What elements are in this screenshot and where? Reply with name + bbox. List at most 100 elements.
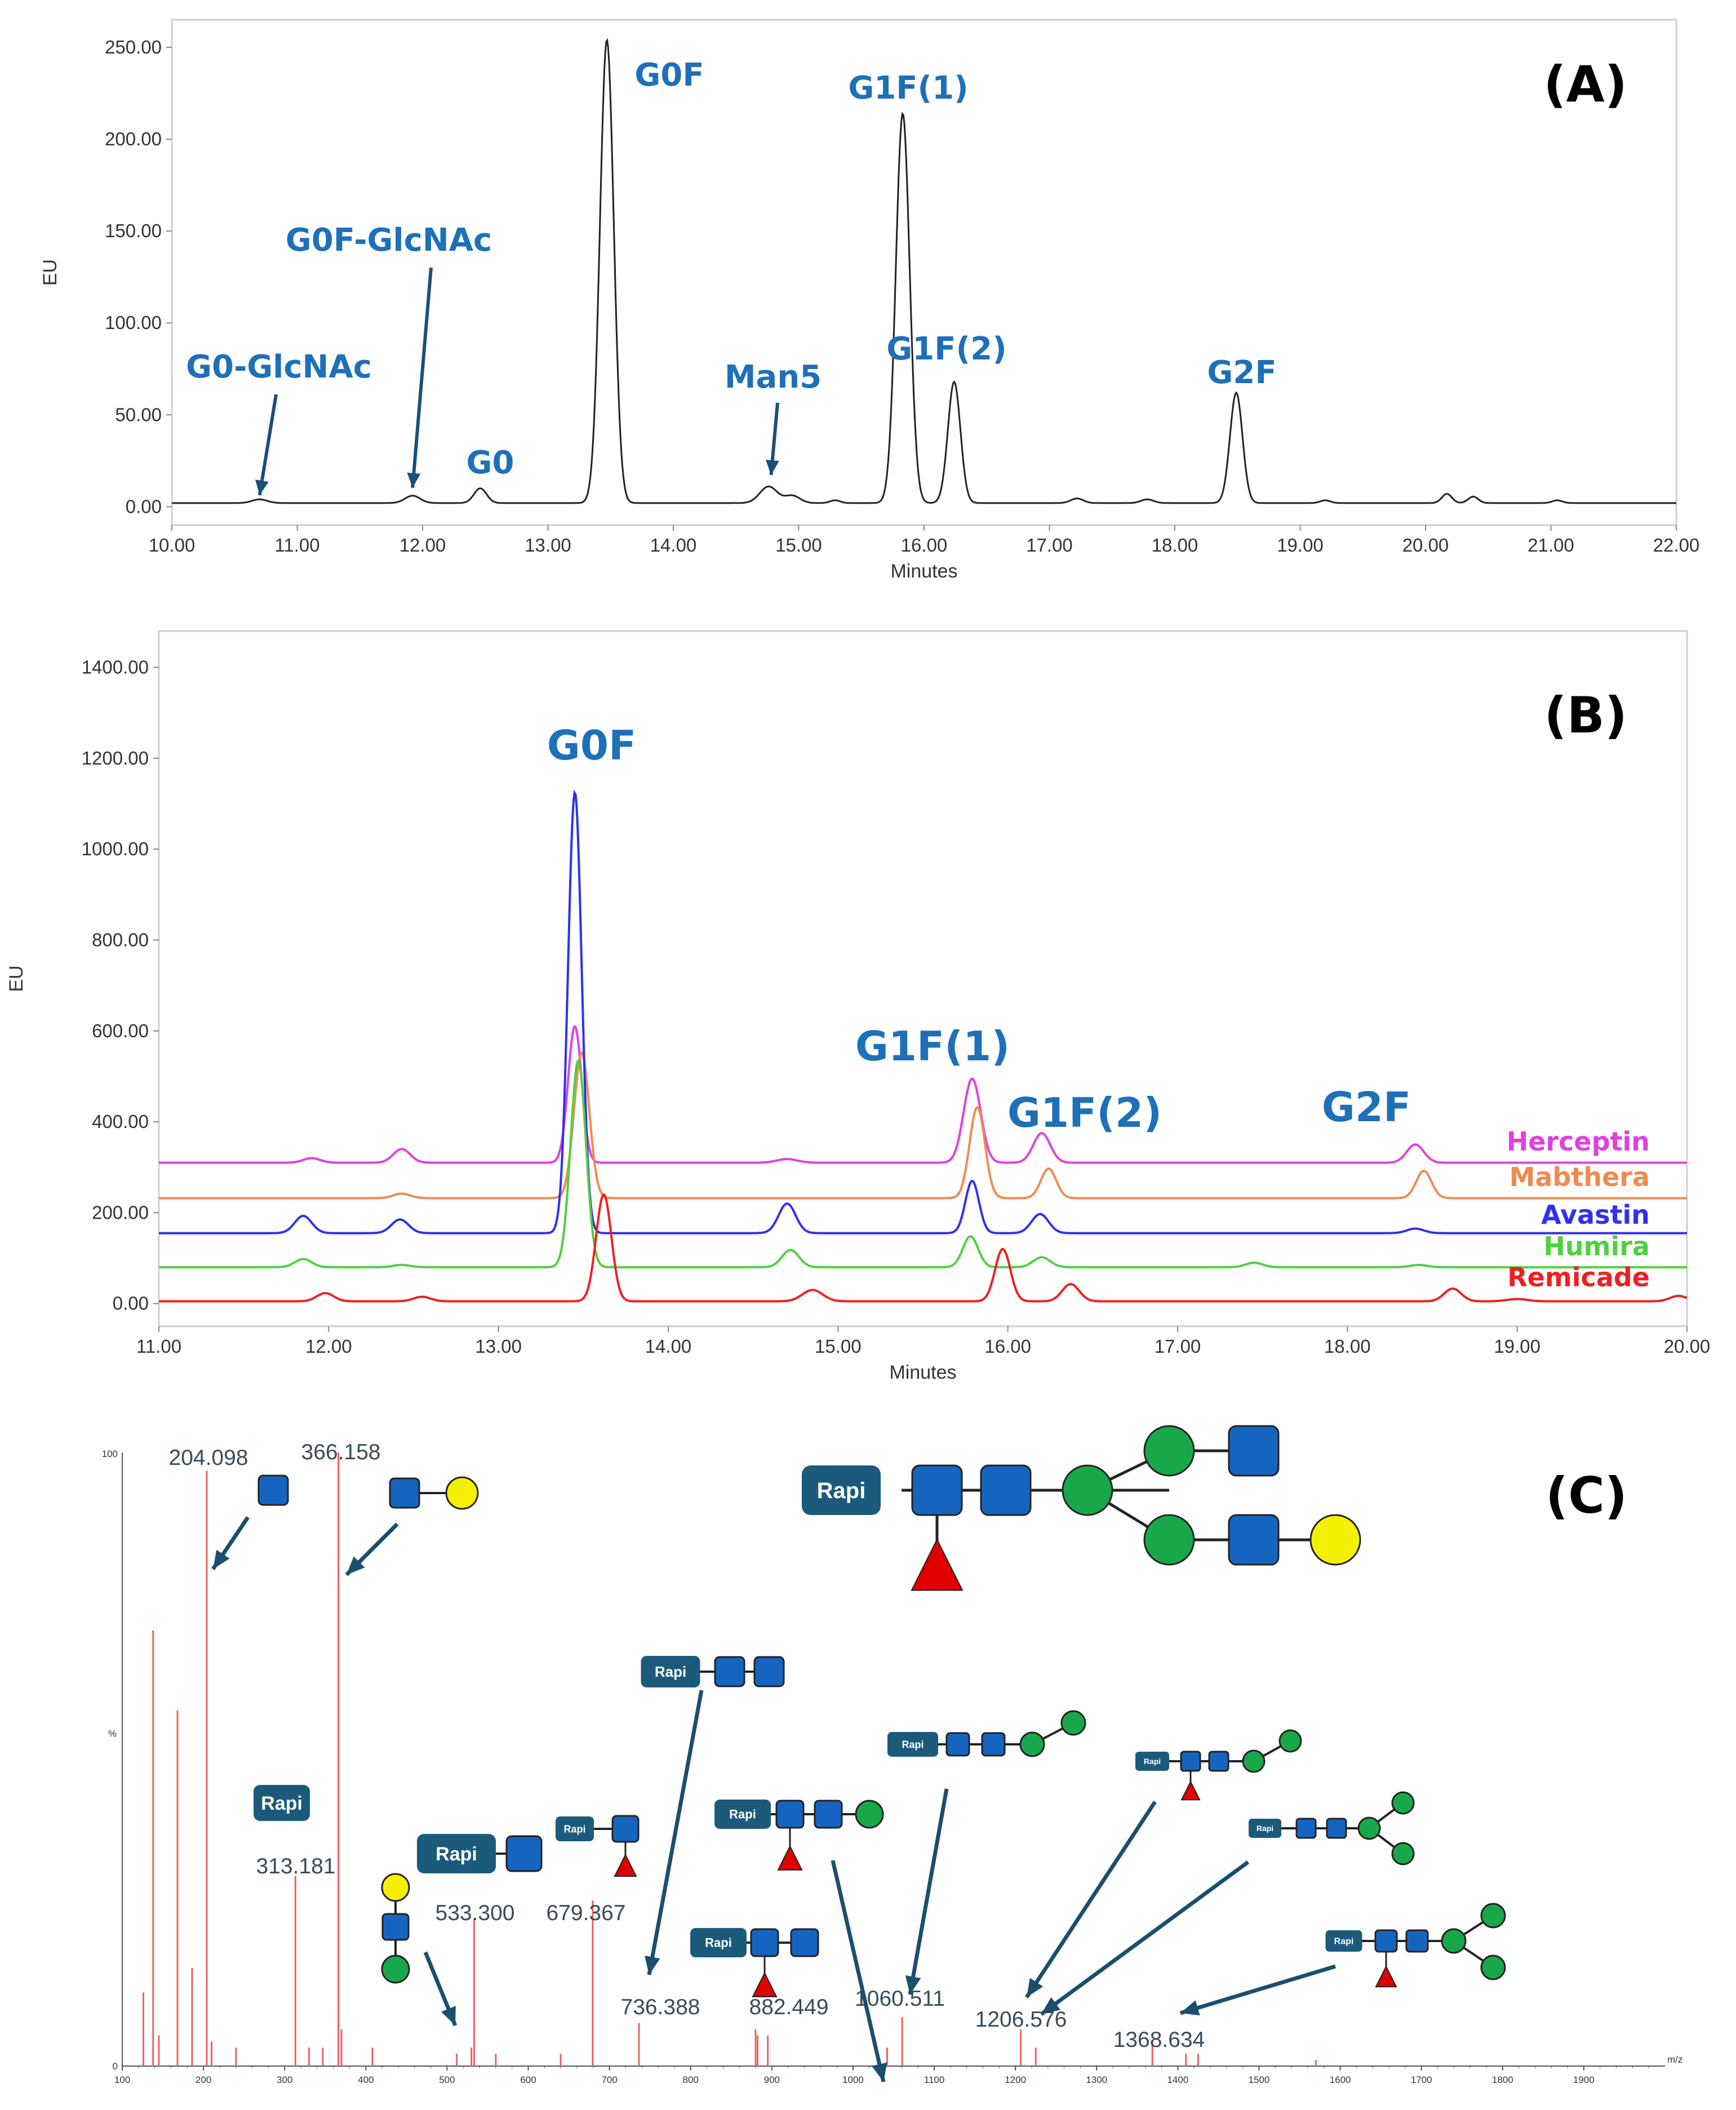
y-tick-label: 0.00 bbox=[113, 1293, 149, 1314]
peak-label: G1F(1) bbox=[848, 70, 968, 106]
arrow-head bbox=[441, 2006, 456, 2025]
mz-label: 736.388 bbox=[621, 1995, 700, 2019]
x-tick-label: 13.00 bbox=[475, 1336, 522, 1357]
panel-a-axes: 10.00 11.00 12.00 13.00 14.00 15.00 16.00 17.00… bbox=[39, 37, 1699, 582]
rapi-tag-label: Rapi bbox=[902, 1739, 924, 1750]
x-tick-label: 1500 bbox=[1249, 2075, 1270, 2085]
glcnac-square bbox=[775, 1800, 805, 1829]
mannose-circle bbox=[1143, 1425, 1195, 1477]
x-tick-label: 18.00 bbox=[1152, 535, 1198, 556]
x-tick-label: 1100 bbox=[924, 2075, 945, 2085]
peak-label: G0-GlcNAc bbox=[186, 349, 372, 385]
legend-item-herceptin: Herceptin bbox=[1507, 1126, 1650, 1157]
y-tick-label: 200.00 bbox=[105, 128, 162, 149]
panel-b-peak-labels: G0F G1F(1) G1F(2) G2F bbox=[547, 722, 1411, 1136]
fucose-triangle bbox=[1375, 1965, 1397, 1988]
mannose-circle bbox=[1060, 1710, 1086, 1736]
y-tick-label: 150.00 bbox=[105, 220, 162, 241]
x-tick-label: 400 bbox=[358, 2075, 374, 2085]
mannose-circle bbox=[1391, 1791, 1415, 1815]
mannose-circle bbox=[1441, 1928, 1467, 1954]
x-tick-label: 22.00 bbox=[1653, 535, 1700, 556]
arrow-head bbox=[765, 460, 779, 475]
glcnac-square bbox=[911, 1464, 963, 1516]
peak-label: G2F bbox=[1322, 1083, 1411, 1131]
panel-c-spectrum bbox=[142, 1452, 1317, 2066]
mannose-circle bbox=[381, 1954, 410, 1984]
y-tick-label: 1400.00 bbox=[82, 657, 149, 678]
trace-herceptin bbox=[159, 1025, 1687, 1164]
legend-item-remicade: Remicade bbox=[1507, 1262, 1650, 1292]
y-tick-label: 250.00 bbox=[105, 37, 162, 57]
x-tick-label: 600 bbox=[520, 2075, 536, 2085]
arrow-head bbox=[872, 2062, 887, 2082]
x-tick-label: 500 bbox=[439, 2075, 455, 2085]
x-axis-title: m/z bbox=[1667, 2054, 1682, 2065]
fragment-arrow bbox=[908, 1788, 949, 1995]
x-tick-label: 10.00 bbox=[149, 535, 196, 556]
mz-label: 533.300 bbox=[436, 1901, 515, 1925]
arrow-head bbox=[347, 1556, 365, 1575]
rapi-tag-label: Rapi bbox=[729, 1807, 756, 1822]
x-tick-label: 11.00 bbox=[274, 535, 319, 556]
x-tick-label: 19.00 bbox=[1494, 1336, 1540, 1357]
fragment-arrow bbox=[647, 1690, 704, 1975]
glcnac-square bbox=[790, 1928, 819, 1957]
rapi-tag-label: Rapi bbox=[436, 1844, 477, 1865]
rapi-tag-label: Rapi bbox=[563, 1823, 585, 1834]
rapi-tag bbox=[1249, 1819, 1281, 1838]
y-axis-title: % bbox=[108, 1729, 117, 1739]
x-tick-label: 17.00 bbox=[1155, 1336, 1201, 1357]
peak-label: G1F(2) bbox=[886, 331, 1006, 367]
glcnac-square bbox=[611, 1815, 640, 1843]
mannose-circle bbox=[855, 1800, 884, 1829]
x-tick-label: 13.00 bbox=[525, 535, 571, 556]
mannose-circle bbox=[1062, 1464, 1113, 1516]
glcnac-square bbox=[1208, 1751, 1229, 1772]
rapi-tag bbox=[714, 1800, 771, 1829]
galactose-circle bbox=[381, 1873, 410, 1902]
x-tick-label: 300 bbox=[277, 2075, 292, 2085]
y-tick-label: 400.00 bbox=[92, 1111, 149, 1132]
x-tick-label: 1300 bbox=[1086, 2075, 1107, 2085]
y-tick-label: 1000.00 bbox=[82, 838, 149, 859]
x-tick-label: 100 bbox=[114, 2075, 130, 2085]
legend-item-humira: Humira bbox=[1543, 1231, 1650, 1261]
panel-c-glycan-structures: Rapi Rapi Rapi Rapi Rapi Rapi Rapi Rapi Rapi Rapi… bbox=[211, 1425, 1506, 2082]
panel-c: 100 200 300 400 500 600 700 800 900 1000 1100 1200 1… bbox=[102, 1425, 1682, 2085]
mannose-circle bbox=[1278, 1729, 1302, 1753]
glcnac-square bbox=[981, 1732, 1006, 1757]
peak-arrow bbox=[411, 267, 433, 488]
rapi-tag-label: Rapi bbox=[1257, 1824, 1273, 1833]
glcnac-square bbox=[505, 1835, 543, 1872]
panel-a-peak-labels: G0-GlcNAc G0F-GlcNAc G0 G0F Man5 G1F(1) G1F(2)… bbox=[186, 57, 1277, 496]
x-tick-label: 800 bbox=[683, 2075, 699, 2085]
glcnac-oxonium-square bbox=[257, 1474, 289, 1506]
trace-avastin bbox=[159, 789, 1687, 1234]
panel-c-letter: (C) bbox=[1546, 1467, 1627, 1525]
x-tick-label: 15.00 bbox=[815, 1336, 862, 1357]
fragment-arrow bbox=[1025, 1801, 1157, 1998]
trace-humira bbox=[159, 1059, 1687, 1269]
mannose-circle bbox=[1480, 1954, 1506, 1980]
mannose-circle bbox=[1480, 1903, 1506, 1929]
y-tick-label: 0 bbox=[113, 2061, 118, 2072]
rapi-tag bbox=[1135, 1752, 1169, 1771]
x-tick-label: 200 bbox=[196, 2075, 211, 2085]
x-tick-label: 18.00 bbox=[1324, 1336, 1371, 1357]
trace-mabthera bbox=[159, 1051, 1687, 1200]
mz-label: 1060.511 bbox=[855, 1987, 945, 2011]
glcnac-square bbox=[980, 1464, 1032, 1516]
y-tick-label: 600.00 bbox=[92, 1020, 149, 1041]
x-tick-label: 16.00 bbox=[901, 535, 948, 556]
x-tick-label: 11.00 bbox=[136, 1336, 181, 1357]
arrow-head bbox=[905, 1975, 921, 1994]
x-tick-label: 700 bbox=[601, 2075, 617, 2085]
x-tick-label: 1400 bbox=[1167, 2075, 1188, 2085]
mannose-circle bbox=[1242, 1749, 1266, 1773]
rapi-tag bbox=[556, 1816, 594, 1841]
x-tick-label: 12.00 bbox=[305, 1336, 352, 1357]
rapi-tag-label: Rapi bbox=[261, 1793, 303, 1814]
panel-b-traces bbox=[159, 789, 1688, 1303]
